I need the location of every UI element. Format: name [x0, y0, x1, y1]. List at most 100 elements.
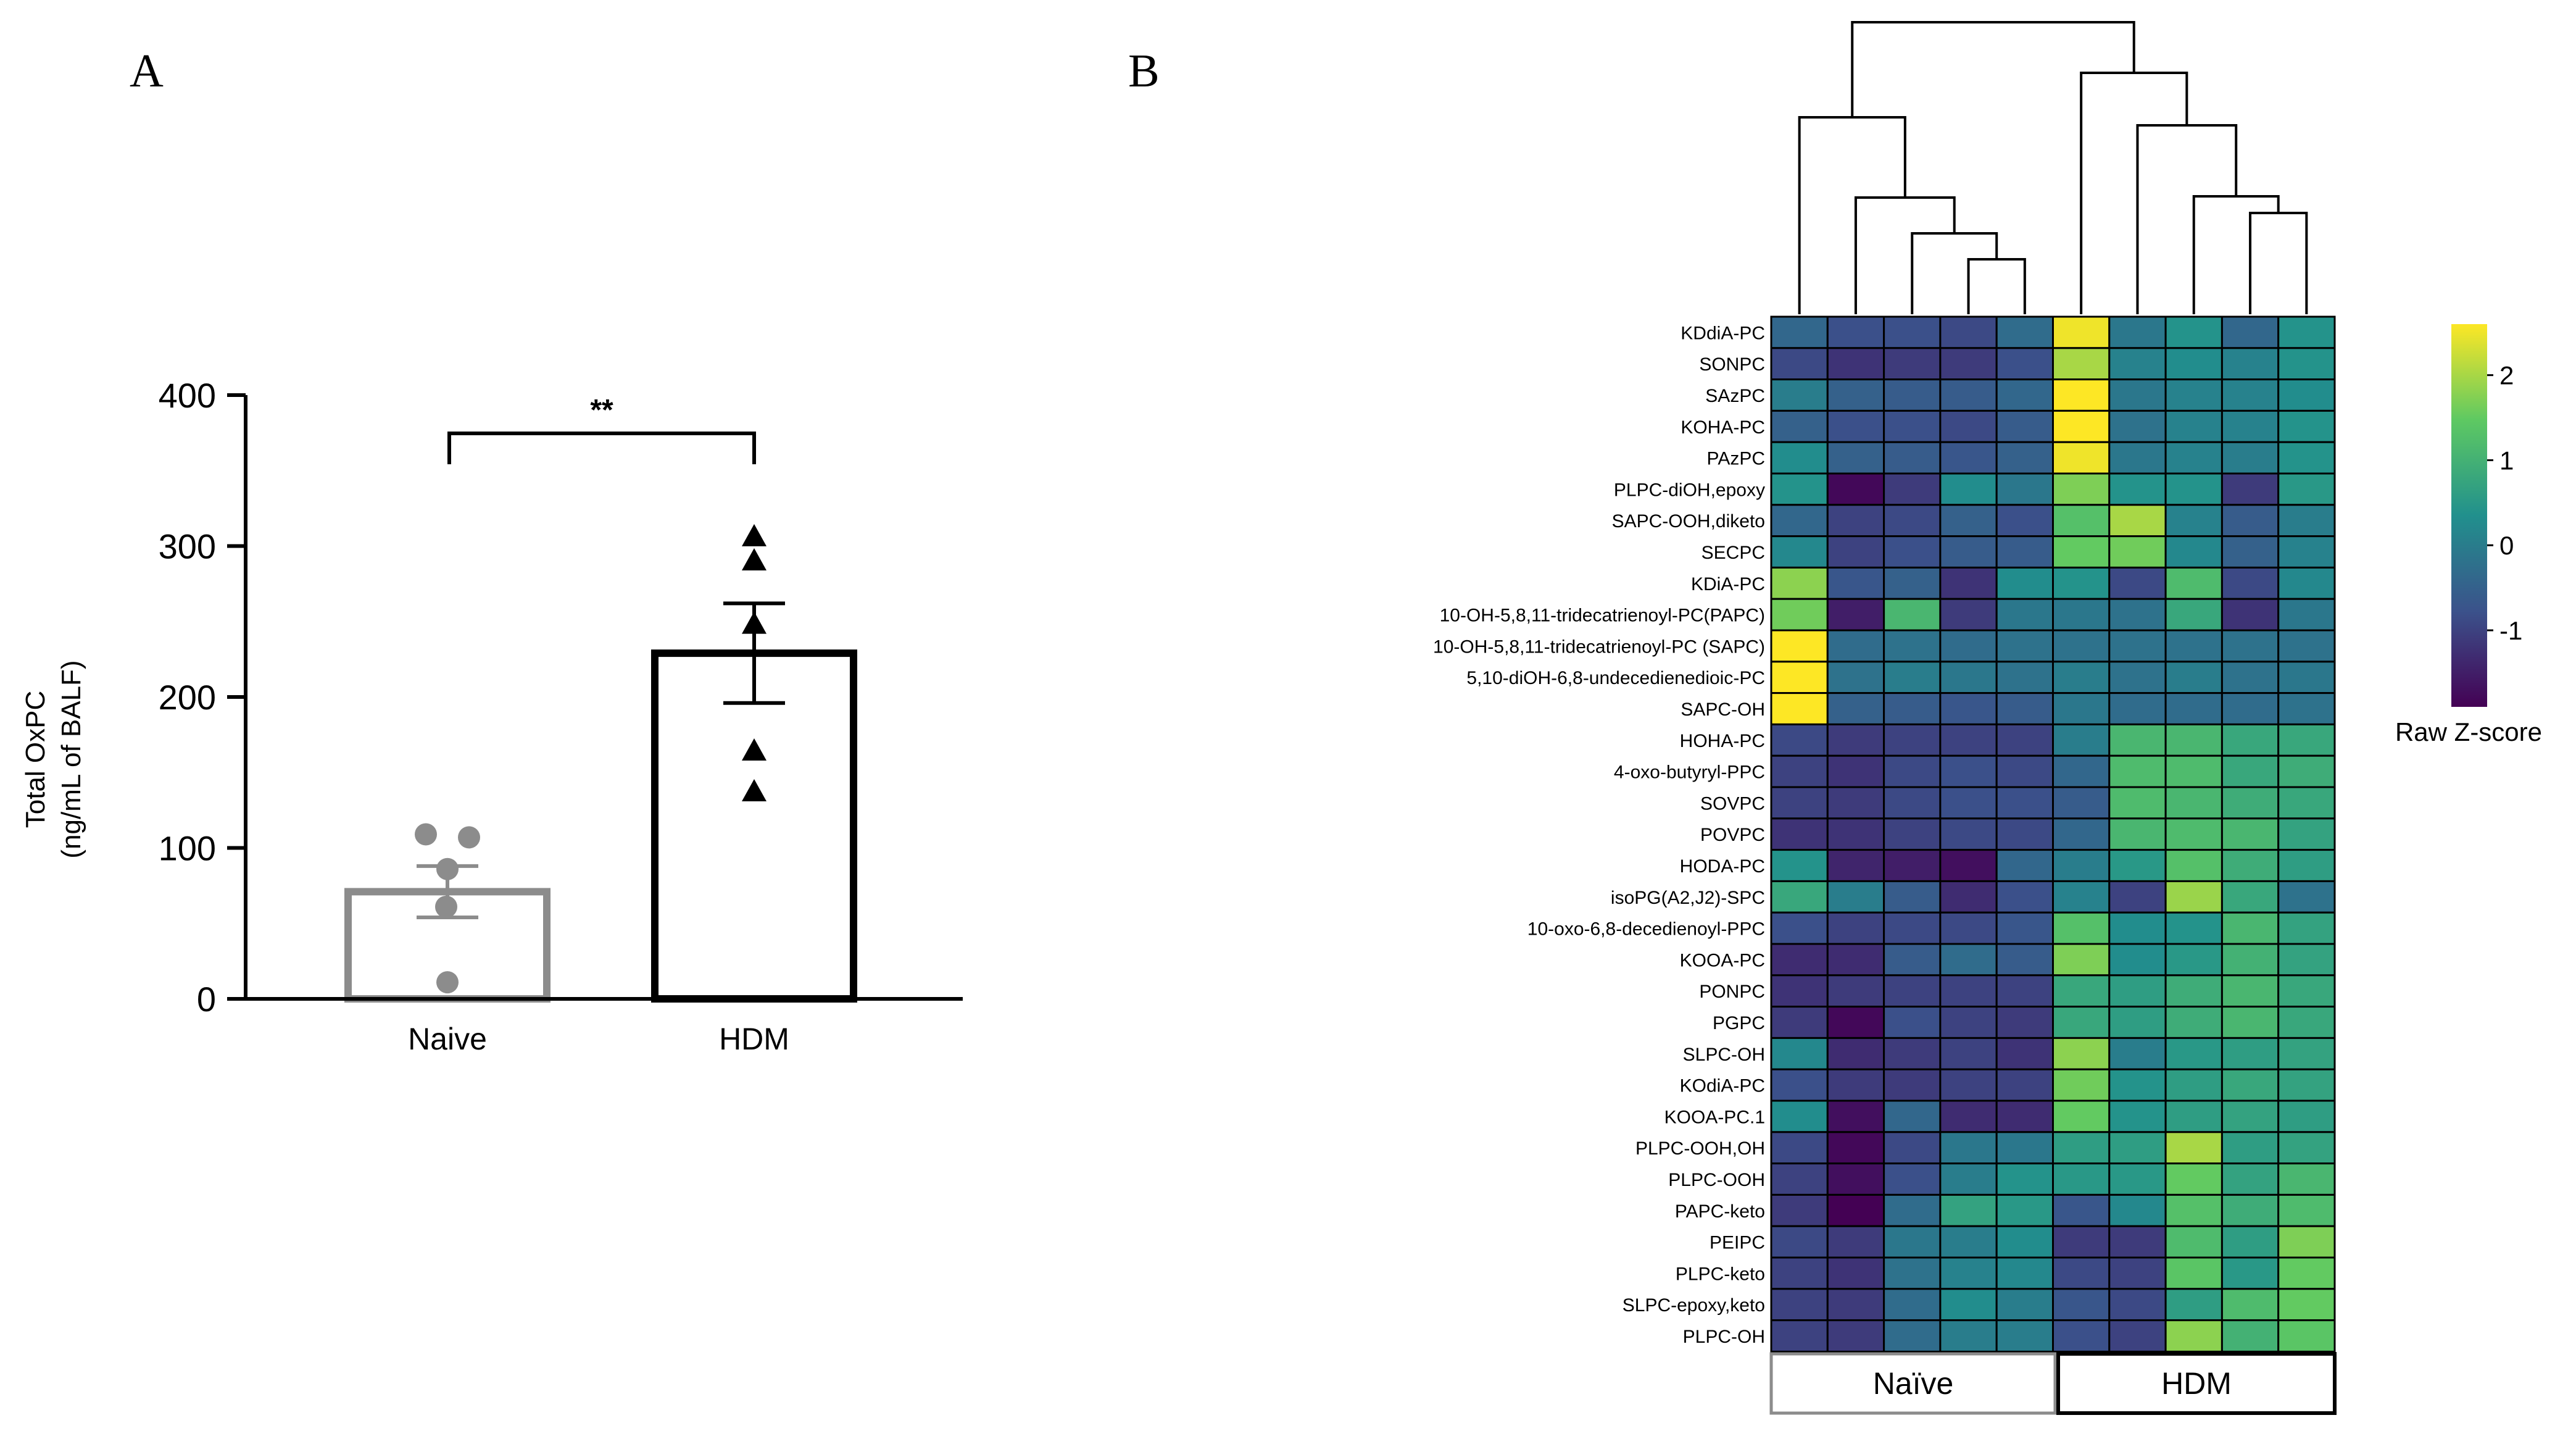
heatmap-cell [2277, 661, 2336, 695]
heatmap-cell [2164, 409, 2223, 443]
heatmap-cell [1995, 723, 2054, 757]
heatmap-cell [1826, 1319, 1885, 1353]
heatmap-cell [2052, 1162, 2111, 1196]
heatmap-cell [1995, 1225, 2054, 1259]
heatmap-cell [2277, 1288, 2336, 1322]
heatmap-cell [1939, 880, 1998, 914]
heatmap-cell [2164, 378, 2223, 412]
heatmap-cell [2277, 786, 2336, 820]
heatmap-cell [2221, 1131, 2280, 1165]
heatmap-cell [2277, 754, 2336, 788]
row-label: KOOA-PC.1 [1664, 1107, 1765, 1127]
heatmap-cell [1883, 692, 1942, 725]
group-box-naive [1769, 1352, 2057, 1415]
heatmap-cell [1770, 911, 1829, 945]
heatmap-cell [2052, 1319, 2111, 1353]
heatmap-cell [2221, 1006, 2280, 1039]
row-label: isoPG(A2,J2)-SPC [1611, 888, 1765, 908]
heatmap-cell [1826, 754, 1885, 788]
heatmap-cell [1939, 817, 1998, 851]
heatmap-cell [2221, 1162, 2280, 1196]
data-points [415, 524, 767, 994]
heatmap-cell [1883, 786, 1942, 820]
heatmap-cell [1883, 1162, 1942, 1196]
heatmap-cell [2277, 723, 2336, 757]
heatmap-cell [2277, 943, 2336, 977]
heatmap-cell [1883, 1288, 1942, 1322]
heatmap-cell [1883, 1193, 1942, 1227]
heatmap-cell [2052, 943, 2111, 977]
point-hdm [742, 779, 767, 802]
heatmap-cell [2277, 1319, 2336, 1353]
row-label: PLPC-OOH [1668, 1170, 1765, 1190]
heatmap-cell [1770, 315, 1829, 349]
heatmap-cell [1939, 692, 1998, 725]
heatmap-cell [2052, 1131, 2111, 1165]
heatmap-cell [1883, 1319, 1942, 1353]
heatmap-cell [1770, 1319, 1829, 1353]
heatmap-cell [2221, 535, 2280, 569]
heatmap-cell [2221, 598, 2280, 632]
heatmap-cell [2052, 974, 2111, 1008]
heatmap-cell [1770, 378, 1829, 412]
heatmap-cell [1770, 817, 1829, 851]
heatmap-cell [1939, 1256, 1998, 1290]
heatmap-cell [2164, 1099, 2223, 1133]
heatmap-cell [1883, 1256, 1942, 1290]
row-labels: KDdiA-PC SONPC SAzPC KOHA-PC PAzPC PLPC-diOH,… [1433, 323, 1765, 1347]
heatmap-cell [1995, 472, 2054, 506]
colorbar-tick-label: -1 [2499, 616, 2522, 645]
heatmap-cell [2052, 378, 2111, 412]
heatmap-cell [1826, 409, 1885, 443]
heatmap-cell [1995, 692, 2054, 725]
y-axis-label-line1: Total OxPC [20, 691, 51, 828]
y-tick-label: 200 [159, 678, 216, 717]
heatmap-cell [2108, 441, 2167, 475]
heatmap-cell [2052, 409, 2111, 443]
heatmap-cell [1826, 1256, 1885, 1290]
heatmap-cell [1883, 661, 1942, 695]
row-label: 10-oxo-6,8-decedienoyl-PPC [1527, 919, 1765, 940]
heatmap-cell [2221, 1193, 2280, 1227]
heatmap-cell [1995, 1162, 2054, 1196]
heatmap-cell [1883, 849, 1942, 882]
heatmap-cell [2108, 1006, 2167, 1039]
heatmap-cell [2108, 378, 2167, 412]
heatmap-cell [1939, 1225, 1998, 1259]
row-label: PLPC-diOH,epoxy [1614, 480, 1765, 500]
row-label: KOHA-PC [1681, 417, 1765, 438]
dendrogram-branch [1851, 21, 2135, 117]
heatmap-cell [1939, 441, 1998, 475]
heatmap-cell [1995, 1037, 2054, 1070]
heatmap-cell [1826, 692, 1885, 725]
heatmap-cell [2108, 880, 2167, 914]
heatmap-cell [1826, 786, 1885, 820]
heatmap-cell [1995, 504, 2054, 538]
heatmap-cell [2277, 849, 2336, 882]
row-label: SAPC-OOH,diketo [1612, 511, 1765, 532]
heatmap-cell [2052, 849, 2111, 882]
heatmap-cell [1826, 723, 1885, 757]
heatmap-cell [1939, 566, 1998, 600]
heatmap-cell [2108, 1288, 2167, 1322]
heatmap-cell [1826, 1162, 1885, 1196]
point-hdm [742, 548, 767, 570]
heatmap-cell [1995, 943, 2054, 977]
heatmap-cell [2108, 1225, 2167, 1259]
heatmap-cell [1826, 911, 1885, 945]
heatmap-cell [1995, 566, 2054, 600]
heatmap-cell [1939, 315, 1998, 349]
heatmap-cell [2108, 661, 2167, 695]
heatmap-cell [1770, 1256, 1829, 1290]
heatmap-cell [1883, 598, 1942, 632]
heatmap-cell [2221, 441, 2280, 475]
heatmap-cell [1883, 1006, 1942, 1039]
y-tick-label: 100 [159, 829, 216, 868]
row-label: KDiA-PC [1691, 574, 1765, 595]
heatmap-cell [1770, 629, 1829, 663]
heatmap-cell [1939, 754, 1998, 788]
row-label: SAPC-OH [1681, 699, 1765, 720]
panel-b-label: B [1128, 45, 1160, 97]
group-label-hdm: HDM [2161, 1366, 2232, 1401]
